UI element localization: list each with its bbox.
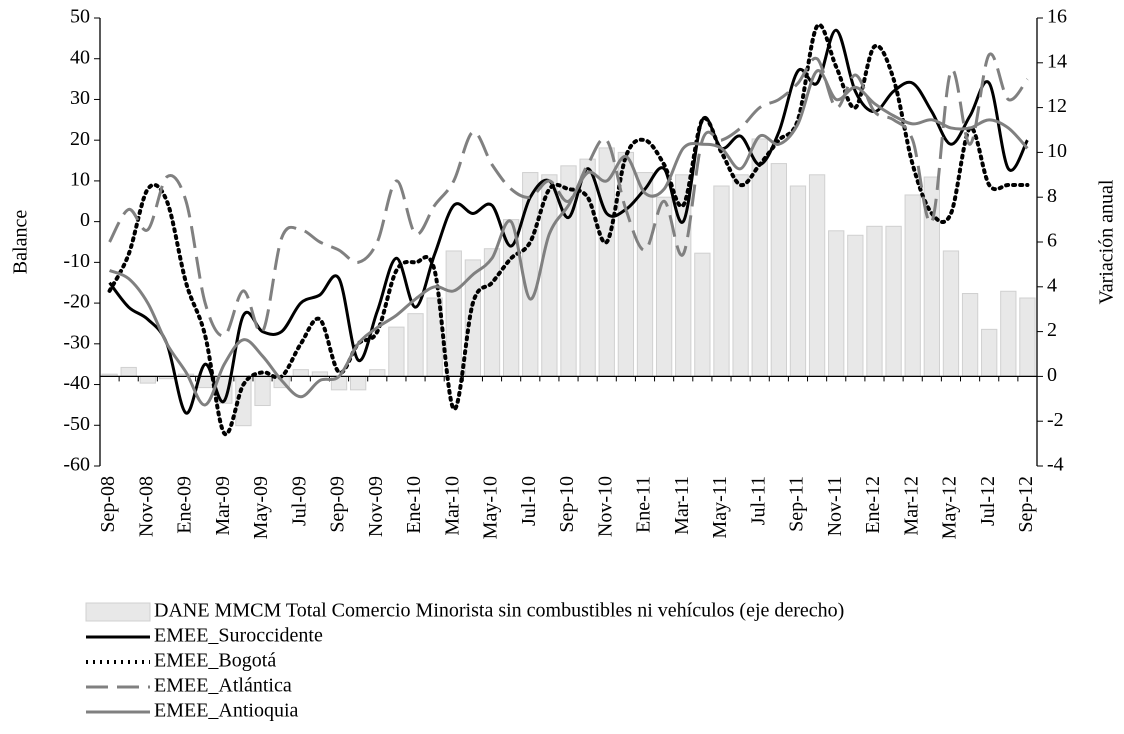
bar xyxy=(292,369,309,377)
x-tick-label: Sep-11 xyxy=(786,476,808,532)
x-tick-label: Jul-09 xyxy=(288,476,310,526)
y2-tick-label: 2 xyxy=(1047,319,1057,341)
x-tick-label: Sep-09 xyxy=(327,476,349,533)
x-tick-label: Ene-10 xyxy=(403,476,425,534)
bar xyxy=(445,250,462,377)
y-tick-label: 50 xyxy=(70,6,90,28)
y2-tick-label: -4 xyxy=(1047,454,1064,476)
x-tick-label: Nov-11 xyxy=(824,476,846,536)
y2-tick-label: 4 xyxy=(1047,274,1057,296)
y-tick-label: -60 xyxy=(63,454,90,476)
y-tick-label: -40 xyxy=(63,372,90,394)
y2-tick-label: 8 xyxy=(1047,185,1057,207)
x-tick-label: Ene-12 xyxy=(862,476,884,534)
y2-tick-label: 16 xyxy=(1047,6,1067,28)
x-tick-label: Sep-12 xyxy=(1015,476,1037,533)
y2-tick-label: 6 xyxy=(1047,230,1057,252)
bar xyxy=(942,250,960,377)
bar xyxy=(732,174,749,377)
x-tick-label: Mar-12 xyxy=(900,476,922,536)
bar xyxy=(350,375,367,391)
bar xyxy=(1019,297,1036,377)
bar xyxy=(311,371,329,377)
bar xyxy=(1000,290,1017,377)
series-line xyxy=(108,69,1029,407)
bar xyxy=(885,225,902,377)
legend-label: EMEE_Bogotá xyxy=(154,650,276,672)
legend-label: DANE MMCM Total Comercio Minorista sin c… xyxy=(154,600,844,622)
bar xyxy=(369,369,386,377)
x-tick-label: May-10 xyxy=(480,476,502,539)
y-axis-label: Balance xyxy=(10,210,32,275)
bar xyxy=(904,194,921,377)
legend-swatch xyxy=(85,602,151,622)
legend-label: EMEE_Suroccidente xyxy=(154,625,323,647)
series-line xyxy=(107,22,1030,437)
x-tick-label: May-09 xyxy=(250,476,272,539)
x-tick-label: Nov-08 xyxy=(135,476,157,537)
y2-tick-label: 0 xyxy=(1047,364,1057,386)
bar xyxy=(981,328,998,377)
bar xyxy=(636,172,654,377)
y2-tick-label: -2 xyxy=(1047,409,1064,431)
y-tick-label: 20 xyxy=(70,128,90,150)
bar xyxy=(713,185,730,377)
y2-axis-label: Variación anual xyxy=(1096,179,1118,304)
y-tick-label: -10 xyxy=(63,250,90,272)
bar xyxy=(770,163,787,377)
x-tick-label: Nov-09 xyxy=(365,476,387,537)
y-tick-label: 30 xyxy=(70,87,90,109)
bar xyxy=(694,252,711,377)
bar xyxy=(866,225,883,377)
bar xyxy=(961,293,979,377)
x-tick-label: Mar-11 xyxy=(671,476,693,535)
x-tick-label: Mar-10 xyxy=(441,476,463,536)
y-tick-label: 40 xyxy=(70,46,90,68)
x-tick-label: Mar-09 xyxy=(212,476,234,536)
x-tick-label: Sep-10 xyxy=(556,476,578,533)
bar xyxy=(254,375,271,407)
legend-label: EMEE_Atlántica xyxy=(154,675,292,697)
bar xyxy=(828,230,845,377)
bar xyxy=(464,259,482,377)
x-tick-label: Jul-10 xyxy=(518,476,540,526)
bar xyxy=(579,158,596,377)
y-tick-label: 10 xyxy=(70,169,90,191)
y2-tick-label: 10 xyxy=(1047,140,1067,162)
bar xyxy=(120,366,137,377)
x-tick-label: Sep-08 xyxy=(97,476,119,533)
y2-tick-label: 14 xyxy=(1047,50,1067,72)
y-tick-label: 0 xyxy=(80,209,90,231)
x-tick-label: May-12 xyxy=(939,476,961,539)
y-tick-label: -50 xyxy=(63,413,90,435)
legend-label: EMEE_Antioquia xyxy=(154,700,299,722)
bar xyxy=(483,248,501,377)
bar xyxy=(808,174,826,377)
x-tick-label: Jul-12 xyxy=(977,476,999,526)
bar xyxy=(789,185,807,377)
y2-tick-label: 12 xyxy=(1047,95,1067,117)
y-tick-label: -30 xyxy=(63,331,90,353)
bar xyxy=(847,234,864,377)
bar xyxy=(522,172,539,377)
x-tick-label: Jul-11 xyxy=(747,476,769,525)
bar xyxy=(655,196,673,377)
y-tick-label: -20 xyxy=(63,291,90,313)
bar xyxy=(407,313,424,377)
x-tick-label: May-11 xyxy=(709,476,731,539)
bar xyxy=(139,375,156,384)
x-tick-label: Nov-10 xyxy=(594,476,616,537)
bar xyxy=(388,326,405,377)
x-tick-label: Ene-11 xyxy=(633,476,655,533)
x-tick-label: Ene-09 xyxy=(174,476,196,534)
